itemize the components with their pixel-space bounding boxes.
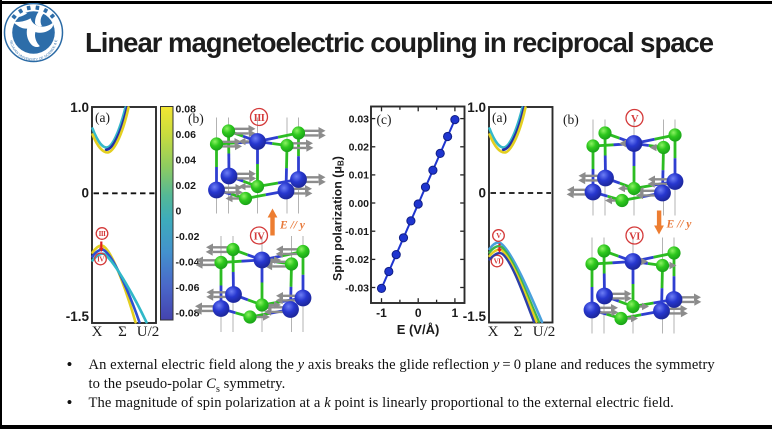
svg-text:1.0: 1.0	[70, 100, 89, 115]
svg-text:0: 0	[478, 186, 486, 201]
svg-text:III: III	[254, 113, 265, 124]
svg-text:-0.03: -0.03	[345, 282, 369, 294]
svg-text:Σ: Σ	[514, 324, 523, 340]
svg-text:-1.5: -1.5	[463, 309, 487, 324]
svg-text:0: 0	[415, 306, 422, 320]
svg-text:-0.08: -0.08	[176, 307, 200, 319]
svg-text:IV: IV	[97, 256, 104, 264]
svg-text:(b): (b)	[188, 111, 204, 126]
svg-text:E // y: E // y	[666, 219, 693, 231]
svg-text:0: 0	[81, 186, 89, 201]
svg-text:VI: VI	[629, 231, 640, 242]
svg-text:0.06: 0.06	[176, 129, 197, 141]
svg-text:0: 0	[176, 205, 182, 217]
svg-text:(b): (b)	[563, 112, 579, 127]
svg-text:X: X	[488, 324, 499, 340]
svg-text:0.08: 0.08	[176, 103, 197, 115]
svg-text:1: 1	[452, 306, 459, 320]
svg-text:Σ: Σ	[118, 324, 127, 340]
svg-text:(a): (a)	[492, 110, 507, 125]
svg-text:0.04: 0.04	[176, 154, 197, 166]
svg-text:(c): (c)	[377, 112, 392, 127]
svg-text:VI: VI	[494, 258, 502, 266]
svg-text:IV: IV	[254, 231, 266, 242]
svg-text:0.00: 0.00	[349, 198, 370, 210]
svg-text:-0.04: -0.04	[176, 256, 200, 268]
svg-text:E (V/Å): E (V/Å)	[397, 322, 440, 337]
svg-text:0.02: 0.02	[176, 180, 197, 192]
svg-text:0.02: 0.02	[349, 142, 370, 154]
svg-text:-0.02: -0.02	[345, 254, 369, 266]
svg-text:-0.01: -0.01	[345, 226, 369, 238]
svg-text:V: V	[496, 232, 501, 240]
svg-text:0.01: 0.01	[349, 170, 370, 182]
svg-text:-0.06: -0.06	[176, 282, 200, 294]
svg-text:E // y: E // y	[279, 220, 306, 232]
svg-text:-1: -1	[376, 306, 387, 320]
svg-text:III: III	[99, 230, 106, 238]
svg-text:X: X	[92, 324, 103, 340]
svg-text:U/2: U/2	[137, 324, 160, 340]
svg-text:1.0: 1.0	[467, 100, 486, 115]
svg-text:-1.5: -1.5	[66, 309, 90, 324]
svg-text:(a): (a)	[95, 110, 110, 125]
svg-text:Spin polarization (μB): Spin polarization (μB)	[331, 156, 346, 281]
svg-text:0.03: 0.03	[349, 113, 370, 125]
svg-text:U/2: U/2	[533, 324, 556, 340]
svg-text:-0.02: -0.02	[176, 231, 200, 243]
svg-text:V: V	[631, 114, 639, 125]
